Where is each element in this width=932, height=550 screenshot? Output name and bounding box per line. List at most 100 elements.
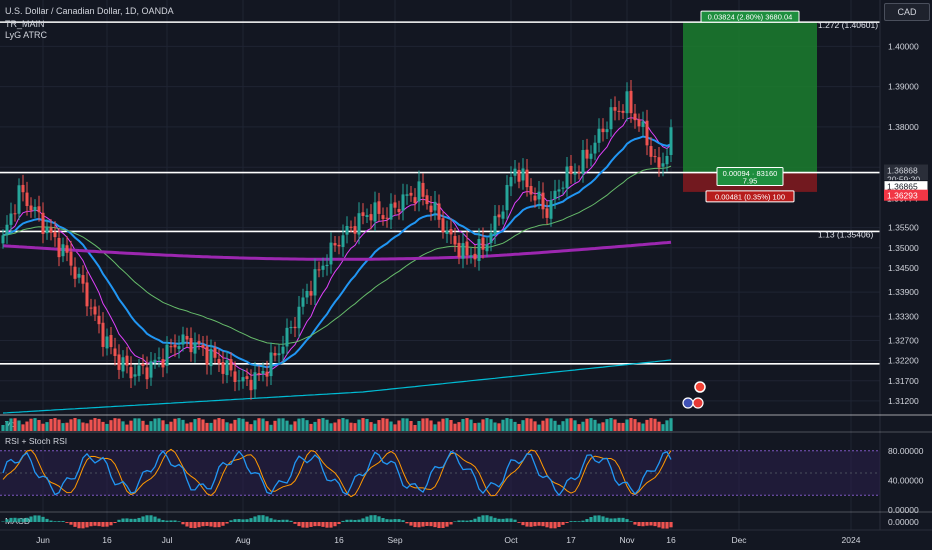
volume-bar — [61, 423, 65, 431]
candle — [169, 338, 173, 354]
candle-body — [609, 107, 613, 130]
entry-label-sub: 7.95 — [743, 177, 758, 186]
candle-body — [217, 359, 221, 364]
candle-body — [1, 235, 5, 244]
volume-bar — [585, 418, 589, 431]
macd-bar — [225, 522, 229, 524]
candle-body — [301, 297, 305, 307]
candle — [629, 80, 633, 123]
candle-body — [113, 348, 117, 356]
macd-bar — [269, 518, 273, 522]
volume-bar — [605, 419, 609, 431]
macd-bar — [449, 522, 453, 525]
candle — [541, 182, 545, 219]
macd-bar — [109, 522, 113, 526]
macd-bar — [77, 522, 81, 529]
macd-bar — [533, 522, 537, 527]
candle-body — [29, 205, 33, 211]
volume-bar — [89, 419, 93, 431]
macd-bar — [261, 515, 265, 522]
candle-body — [665, 155, 669, 165]
indicator-tr-main[interactable]: TR_MAIN — [5, 19, 45, 29]
price-tick-label: 1.35500 — [888, 223, 919, 233]
volume-bar — [217, 418, 221, 431]
candle-body — [477, 239, 481, 261]
candle-body — [461, 243, 465, 259]
macd-bar — [649, 522, 653, 526]
candle — [73, 257, 77, 288]
macd-bar — [477, 516, 481, 522]
candle — [41, 202, 45, 244]
flag-us-icon — [682, 397, 694, 409]
candle-body — [369, 214, 373, 221]
candle — [121, 350, 125, 378]
candle — [417, 170, 421, 212]
candle-body — [85, 282, 89, 307]
volume-bar — [561, 421, 565, 431]
volume-bar — [45, 422, 49, 431]
candle-body — [573, 172, 577, 175]
macd-bar — [625, 519, 629, 522]
volume-bar — [333, 422, 337, 431]
macd-bar — [457, 520, 461, 522]
volume-bar — [489, 419, 493, 431]
candle — [605, 121, 609, 139]
macd-bar — [661, 522, 665, 529]
macd-bar — [341, 520, 345, 522]
macd-bar — [45, 518, 49, 522]
candle — [597, 118, 601, 153]
candle-body — [329, 242, 333, 265]
candle-body — [197, 341, 201, 344]
macd-bar — [309, 522, 313, 527]
volume-bar — [9, 418, 13, 431]
candle — [225, 351, 229, 384]
volume-bar — [165, 424, 169, 431]
price-tick-label: 1.38000 — [888, 122, 919, 132]
candle — [357, 202, 361, 245]
volume-bar — [73, 418, 77, 431]
candle — [601, 118, 605, 142]
candle-body — [501, 211, 505, 219]
candle — [369, 204, 373, 230]
candle — [173, 334, 177, 357]
macd-bar — [653, 522, 657, 527]
indicator-lyg-atrc[interactable]: LyG ATRC — [5, 30, 48, 40]
volume-bar — [521, 420, 525, 431]
candle-body — [129, 367, 133, 379]
volume-bar — [577, 424, 581, 431]
candle-body — [141, 363, 145, 366]
candle — [309, 280, 313, 305]
time-tick-label: 17 — [566, 535, 576, 545]
macd-bar — [241, 519, 245, 522]
macd-bar — [289, 520, 293, 522]
candle-body — [13, 213, 17, 215]
volume-bar — [261, 418, 265, 431]
macd-bar — [353, 519, 357, 522]
candle — [341, 224, 345, 257]
candle-body — [161, 359, 165, 368]
macd-bar — [273, 519, 277, 522]
candle — [57, 228, 61, 267]
candle — [641, 111, 645, 136]
candle-body — [453, 236, 457, 245]
event-marker-icon — [694, 381, 706, 393]
candle — [189, 327, 193, 362]
volume-bar — [549, 418, 553, 431]
macd-bar — [301, 522, 305, 528]
volume-bar — [413, 424, 417, 431]
time-tick-label: Nov — [619, 535, 635, 545]
volume-bar — [169, 421, 173, 431]
macd-bar — [137, 517, 141, 522]
candle-body — [445, 230, 449, 234]
candle-body — [145, 367, 149, 380]
candle-body — [125, 355, 129, 366]
currency-button[interactable]: CAD — [884, 3, 930, 21]
candle — [393, 194, 397, 215]
macd-bar — [89, 522, 93, 527]
candle — [117, 344, 121, 380]
volume-bar — [209, 422, 213, 431]
candle-body — [553, 190, 557, 200]
candle-body — [121, 357, 125, 372]
volume-bar — [1, 425, 5, 431]
